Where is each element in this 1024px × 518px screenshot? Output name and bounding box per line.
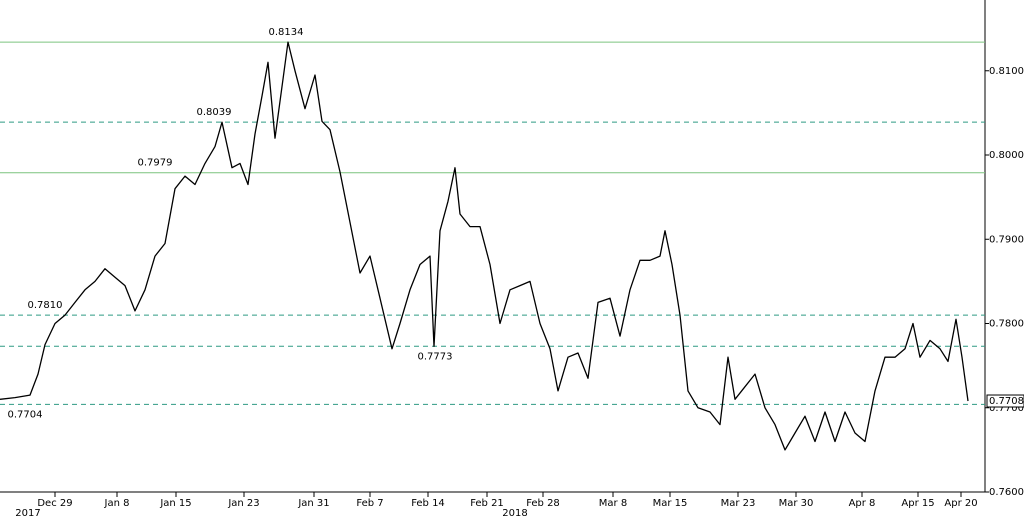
level-label: 0.7979 <box>138 158 173 169</box>
price-line <box>0 41 969 451</box>
x-tick-label: Apr 8 <box>849 498 876 509</box>
x-tick-label: Jan 31 <box>297 498 329 509</box>
y-tick-label: 0.8100 <box>989 66 1024 77</box>
x-tick-label: Feb 28 <box>526 498 560 509</box>
x-tick-label: Apr 20 <box>944 498 977 509</box>
x-tick-label: Apr 15 <box>901 498 934 509</box>
x-tick-label: Mar 23 <box>721 498 756 509</box>
year-label: 2018 <box>502 508 527 518</box>
x-tick-label: Jan 23 <box>227 498 259 509</box>
level-label: 0.8134 <box>269 27 304 38</box>
y-tick-label: 0.7700 <box>989 403 1024 414</box>
x-tick-label: Feb 14 <box>411 498 445 509</box>
level-label: 0.7704 <box>8 409 43 420</box>
x-tick-label: Jan 8 <box>104 498 130 509</box>
y-tick-label: 0.7900 <box>989 234 1024 245</box>
level-label: 0.7810 <box>28 300 63 311</box>
x-tick-label: Feb 7 <box>356 498 383 509</box>
level-label: 0.7773 <box>418 351 453 362</box>
x-tick-label: Mar 15 <box>653 498 688 509</box>
x-tick-label: Dec 29 <box>37 498 72 509</box>
x-tick-label: Mar 8 <box>599 498 627 509</box>
y-tick-label: 0.8000 <box>989 150 1024 161</box>
x-tick-label: Mar 30 <box>779 498 814 509</box>
last-value-tag <box>986 394 1024 408</box>
y-tick-label: 0.7600 <box>989 487 1024 498</box>
level-label: 0.8039 <box>197 107 232 118</box>
year-label: 2017 <box>15 508 40 518</box>
y-tick-label: 0.7800 <box>989 319 1024 330</box>
last-value-label: 0.7708 <box>989 396 1024 407</box>
x-tick-label: Jan 15 <box>159 498 191 509</box>
x-tick-label: Feb 21 <box>470 498 504 509</box>
